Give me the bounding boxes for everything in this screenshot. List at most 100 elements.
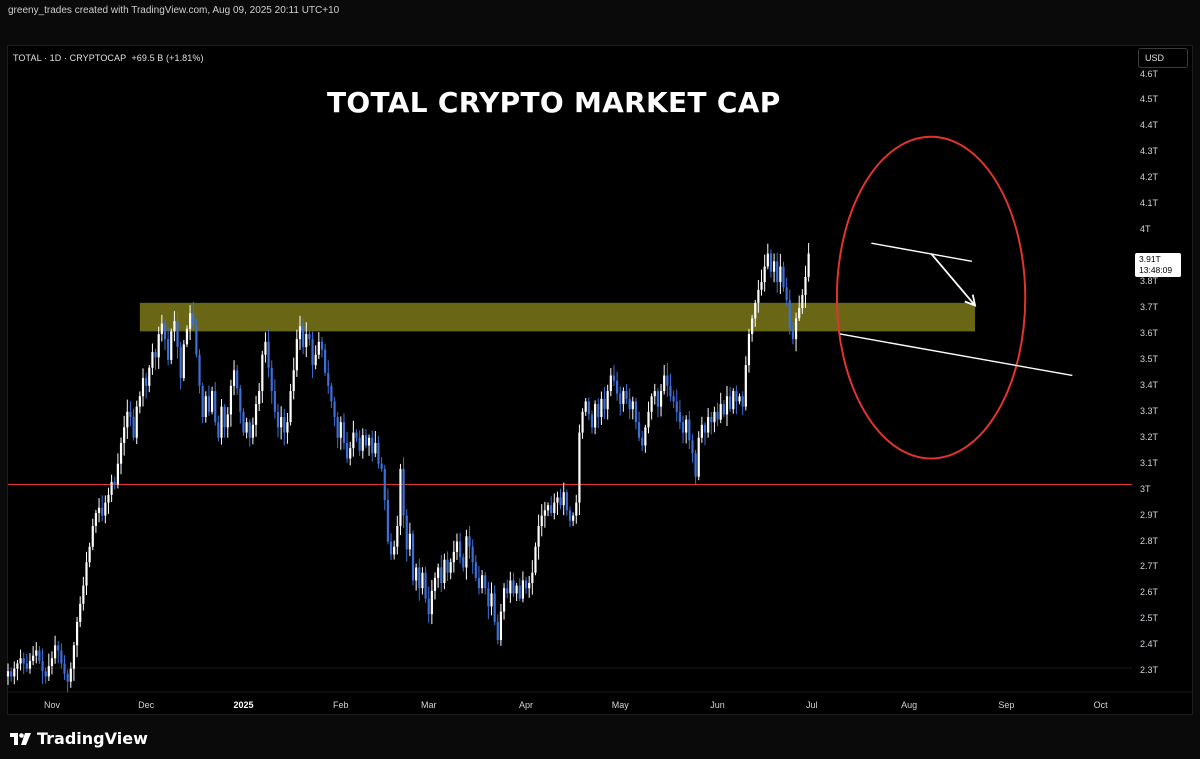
candle-body — [283, 416, 286, 433]
candle-body — [349, 448, 352, 459]
y-tick-label: 3.1T — [1140, 457, 1159, 468]
candle-body — [729, 396, 732, 410]
candle-body — [685, 419, 688, 433]
candle-body — [641, 437, 644, 446]
candle-body — [371, 437, 374, 454]
candle-body — [254, 404, 258, 425]
candle-body — [185, 328, 189, 345]
candle-body — [543, 510, 546, 516]
candle-body — [531, 572, 534, 584]
candle-body — [437, 567, 440, 578]
candle-body — [163, 323, 167, 340]
candle-body — [452, 551, 455, 563]
candle-body — [270, 367, 273, 392]
symbol-info: TOTAL · 1D · CRYPTOCAP +69.5 B (+1.81%) — [13, 53, 204, 63]
candle-body — [471, 546, 474, 563]
tradingview-logo[interactable]: TradingView — [10, 729, 148, 748]
candle-body — [603, 398, 606, 410]
candle-body — [324, 349, 327, 373]
candle-body — [691, 440, 694, 454]
candle-body — [600, 398, 603, 417]
candle-body — [446, 559, 449, 573]
currency-button[interactable]: USD — [1138, 48, 1188, 68]
candle-body — [41, 660, 44, 672]
candle-body — [223, 406, 226, 428]
candle-body — [336, 416, 339, 438]
candle-body — [590, 414, 594, 428]
candle-body — [710, 416, 713, 423]
candle-body — [763, 266, 766, 283]
candle-body — [644, 427, 647, 446]
candle-body — [550, 505, 553, 513]
candle-body — [189, 313, 192, 329]
candle-body — [377, 442, 380, 464]
candle-body — [167, 339, 170, 360]
candle-body — [807, 253, 810, 277]
candle-body — [207, 396, 211, 412]
candle-body — [757, 289, 760, 303]
candle-body — [119, 442, 123, 464]
candle-body — [703, 424, 707, 433]
x-tick-label: Aug — [901, 700, 918, 710]
candle-body — [568, 510, 572, 521]
candle-body — [411, 533, 415, 581]
candle-body — [443, 559, 446, 584]
candle-body — [35, 650, 38, 656]
candle-body — [116, 463, 119, 485]
chart-panel[interactable] — [7, 45, 1193, 715]
candle-body — [19, 658, 22, 664]
candle-body — [101, 507, 104, 516]
candle-body — [537, 525, 540, 547]
symbol-line: TOTAL · 1D · CRYPTOCAP — [13, 53, 127, 63]
candle-body — [60, 650, 63, 664]
candle-body — [625, 391, 628, 399]
candle-body — [273, 391, 276, 412]
candle-body — [176, 321, 179, 347]
candle-body — [292, 370, 295, 392]
candle-body — [226, 414, 229, 428]
candle-body — [653, 391, 656, 397]
candle-body — [327, 372, 330, 386]
candle-body — [242, 411, 245, 433]
y-tick-label: 3.2T — [1140, 431, 1159, 442]
candle-body — [754, 302, 757, 319]
candle-body — [217, 422, 220, 438]
candle-body — [474, 562, 477, 578]
candle-body — [94, 512, 98, 526]
candle-body — [97, 507, 101, 513]
candle-body — [10, 671, 13, 677]
candle-body — [289, 391, 292, 423]
candle-body — [430, 590, 433, 615]
candle-body — [788, 300, 791, 329]
y-tick-label: 4.4T — [1140, 120, 1159, 131]
countdown-label: 13:48:09 — [1139, 265, 1173, 275]
tradingview-logo-icon — [10, 732, 31, 745]
candle-body — [499, 611, 503, 641]
candle-body — [25, 663, 28, 669]
x-tick-label: Apr — [519, 700, 534, 710]
candle-body — [267, 341, 270, 368]
candle-body — [647, 411, 650, 428]
candle-body — [518, 585, 521, 599]
candle-body — [22, 658, 25, 664]
candle-body — [801, 295, 804, 309]
candle-body — [330, 385, 333, 402]
candle-body — [449, 562, 452, 573]
y-tick-label: 2.9T — [1140, 509, 1159, 520]
y-tick-label: 2.4T — [1140, 639, 1159, 650]
candle-body — [16, 663, 19, 669]
candle-body — [725, 396, 729, 415]
y-tick-label: 2.8T — [1140, 535, 1159, 546]
candle-body — [506, 588, 509, 594]
candle-body — [738, 396, 741, 402]
candle-body — [732, 391, 735, 410]
candle-body — [716, 411, 719, 420]
candle-body — [399, 468, 402, 526]
candle-body — [386, 500, 389, 542]
candle-body — [459, 541, 462, 558]
x-tick-label: Jun — [710, 700, 725, 710]
candle-body — [572, 515, 575, 521]
candle-body — [713, 411, 716, 423]
candle-body — [421, 572, 424, 589]
